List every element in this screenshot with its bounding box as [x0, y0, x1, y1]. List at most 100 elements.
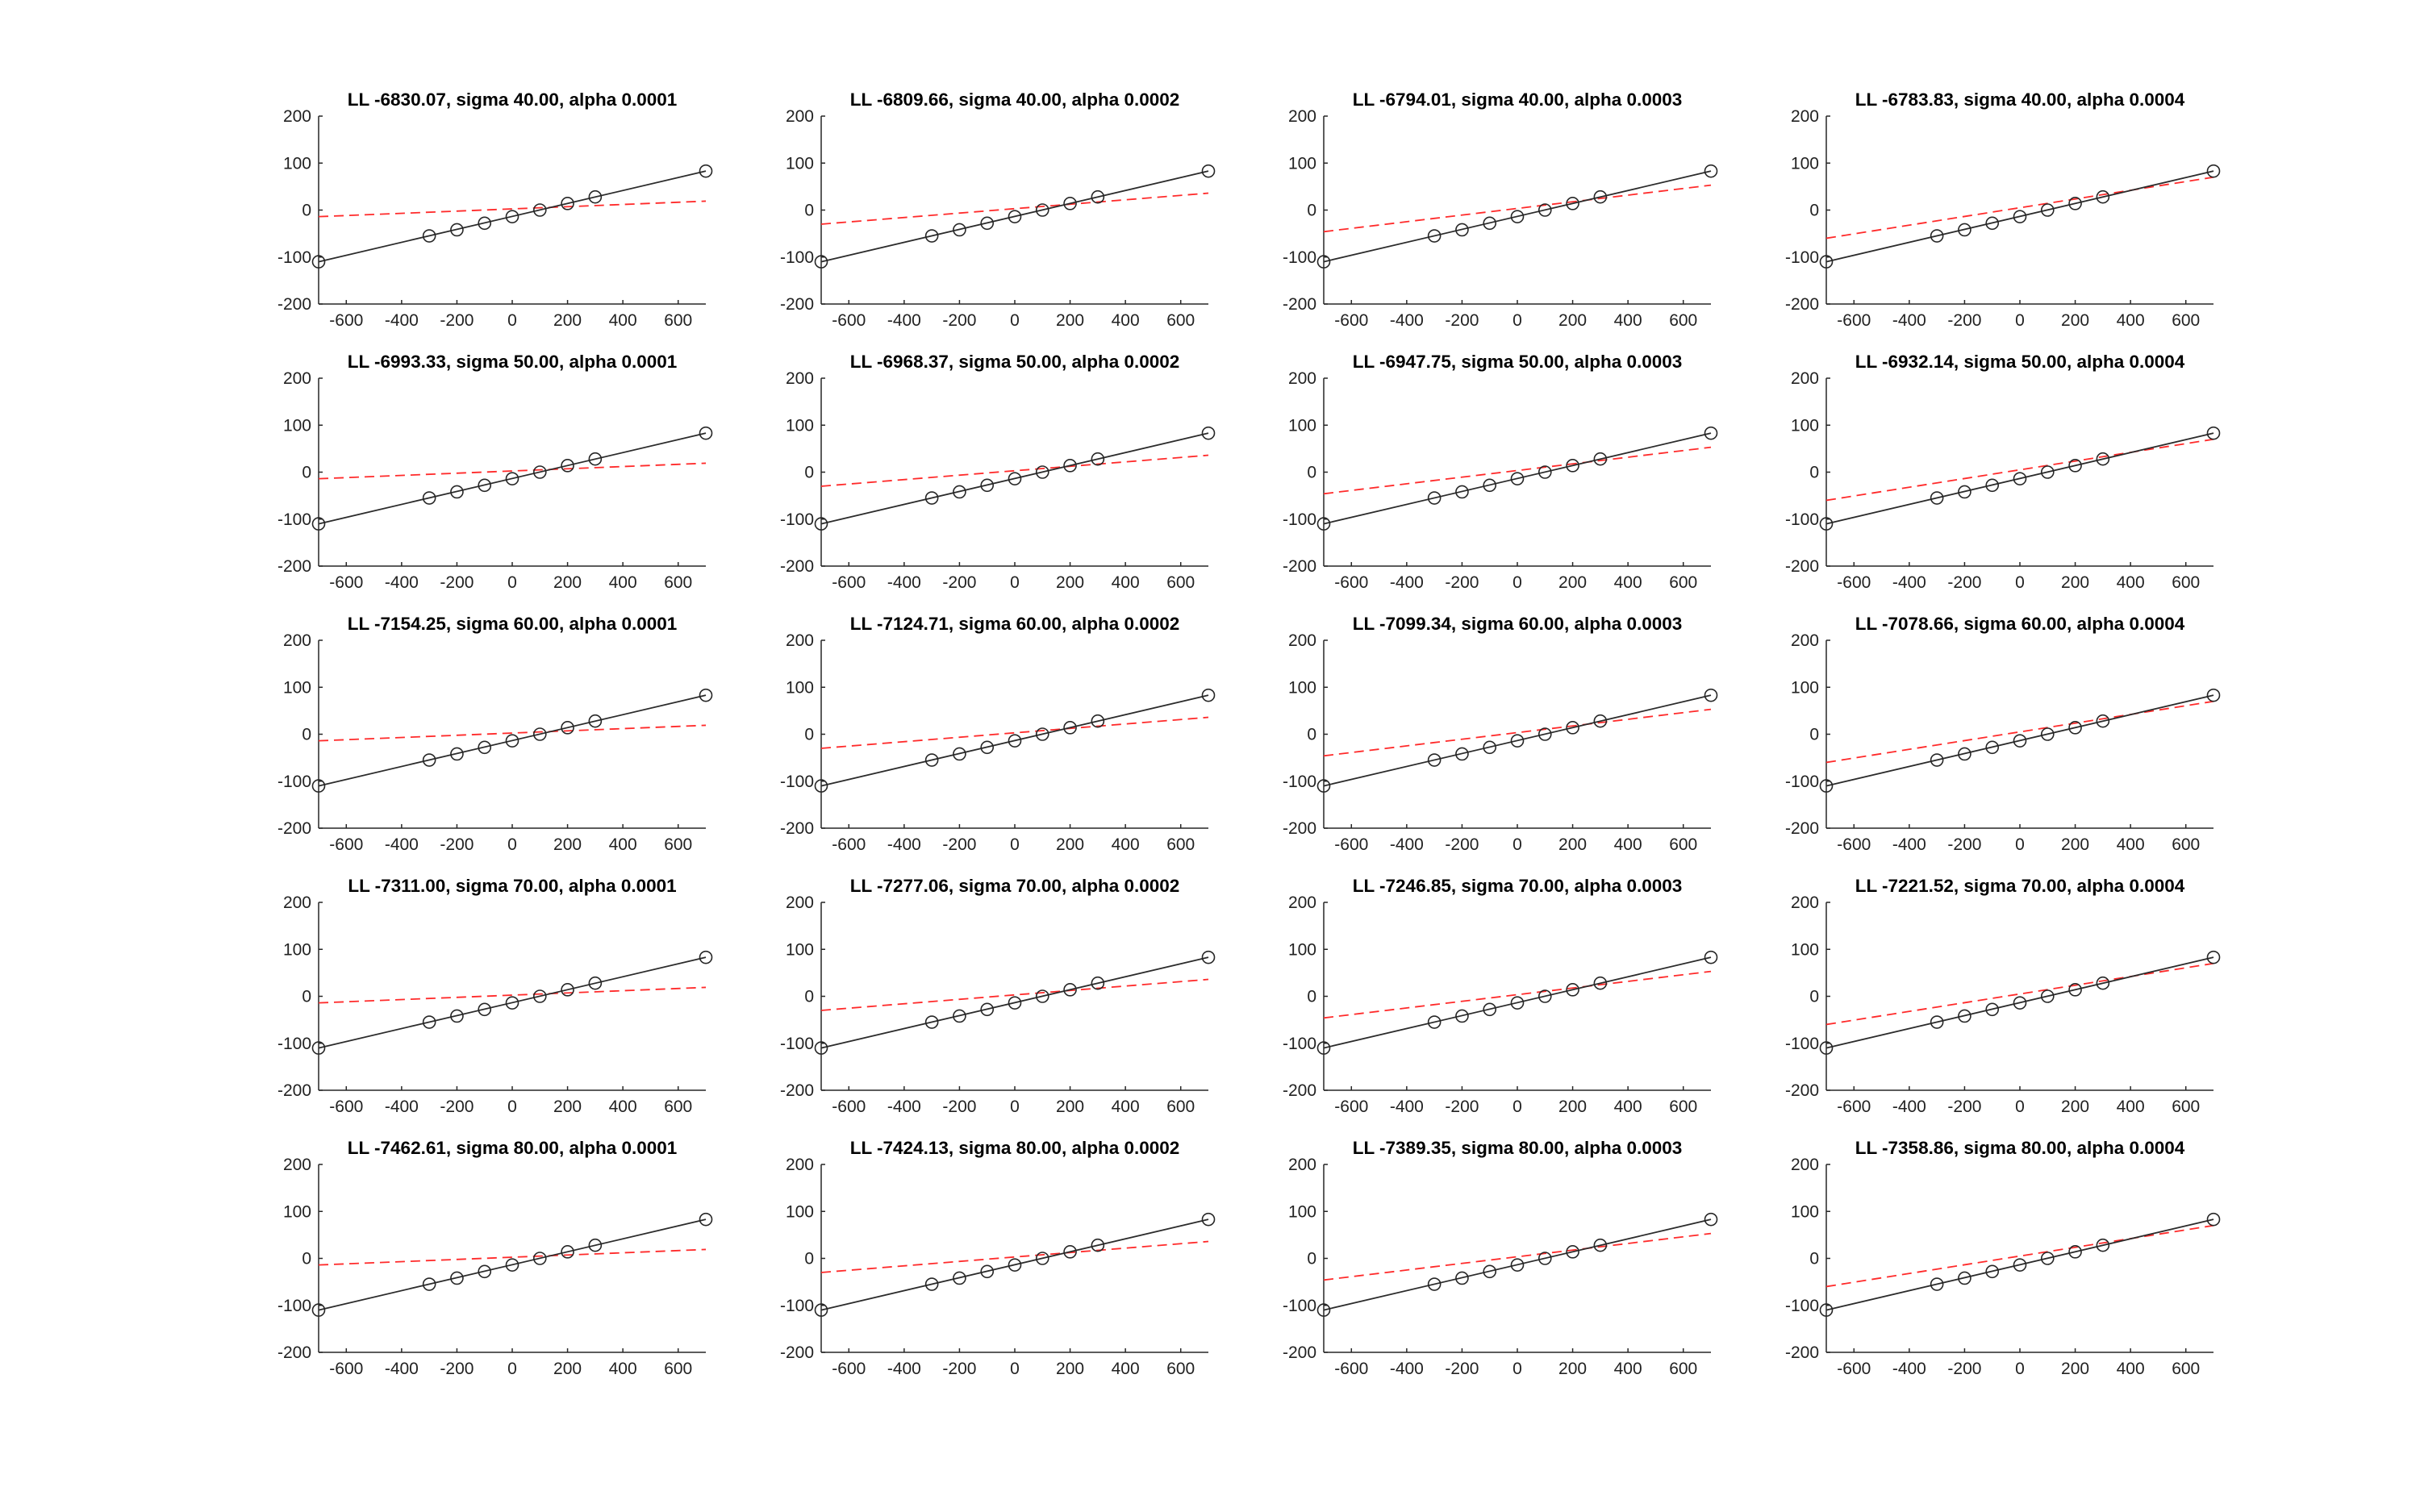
data-point-marker [311, 255, 326, 269]
x-tick-label: 400 [1614, 311, 1642, 330]
data-point-marker [1930, 1277, 1944, 1291]
x-tick-label: 400 [1614, 1360, 1642, 1378]
data-point-marker [2040, 203, 2055, 217]
y-tick-label: -200 [780, 1343, 814, 1362]
data-point-marker [980, 1264, 995, 1279]
y-tick-label: 100 [283, 416, 311, 435]
data-point-marker [924, 1277, 939, 1291]
model-line-dashed-red [1825, 1224, 2214, 1288]
data-point-marker [814, 517, 828, 531]
fit-line-black [1323, 170, 1712, 263]
data-point-marker [532, 1252, 547, 1265]
data-point-marker [2096, 714, 2110, 728]
y-tick-label: -100 [1785, 773, 1819, 791]
x-tick-label: -600 [1837, 311, 1871, 330]
y-tick-label: 0 [804, 464, 814, 482]
y-tick-label: -100 [1785, 1035, 1819, 1053]
y-tick-label: -100 [1283, 773, 1316, 791]
data-point-marker [1091, 190, 1105, 204]
data-point-marker [953, 485, 966, 499]
data-point-marker [1063, 459, 1077, 473]
model-line-dashed-red [318, 462, 707, 480]
x-tick-label: -600 [832, 1360, 866, 1378]
data-point-marker [1091, 1238, 1105, 1252]
x-tick-label: 200 [1056, 573, 1084, 592]
x-tick-label: -600 [1837, 835, 1871, 854]
data-point-marker [478, 740, 492, 755]
data-point-marker [1427, 491, 1442, 505]
y-tick-label: 200 [283, 1156, 311, 1174]
y-tick-label: 100 [1288, 1202, 1316, 1221]
x-tick-label: 600 [1669, 1360, 1697, 1378]
x-tick-label: -400 [1892, 835, 1926, 854]
x-tick-label: 0 [1512, 573, 1522, 592]
y-tick-label: -200 [1283, 557, 1316, 576]
x-tick-label: 0 [1010, 1360, 1020, 1378]
y-tick-label: 100 [1791, 416, 1819, 435]
fit-line-black [318, 432, 707, 525]
data-point-marker [1593, 714, 1608, 728]
x-tick-label: 600 [664, 1098, 692, 1116]
x-tick-label: -600 [329, 1360, 363, 1378]
data-point-marker [2206, 950, 2221, 964]
x-tick-label: -200 [440, 835, 474, 854]
data-point-marker [2040, 727, 2055, 741]
x-tick-label: -400 [1390, 1098, 1424, 1116]
x-tick-label: 400 [609, 1360, 637, 1378]
x-tick-label: 0 [1010, 1098, 1020, 1116]
subplot-title: LL -6932.14, sigma 50.00, alpha 0.0004 [1855, 352, 2185, 372]
data-point-marker [561, 1245, 574, 1259]
data-point-marker [1035, 989, 1049, 1003]
data-point-marker [2206, 688, 2221, 702]
data-point-marker [1483, 478, 1497, 493]
data-point-marker [1538, 727, 1552, 741]
x-tick-label: 0 [507, 573, 517, 592]
data-point-marker [814, 779, 828, 793]
data-point-marker [1035, 1252, 1049, 1265]
data-point-marker [2206, 426, 2221, 440]
model-line-dashed-red [1323, 446, 1712, 495]
data-point-marker [1510, 734, 1525, 748]
data-point-marker [1201, 164, 1216, 178]
x-tick-label: 600 [1166, 1360, 1195, 1378]
subplot-1-3: LL -6794.01, sigma 40.00, alpha 0.0003 -2… [1283, 90, 1718, 330]
y-tick-label: 100 [786, 678, 814, 697]
x-tick-label: 600 [1166, 311, 1195, 330]
y-tick-label: 100 [1791, 154, 1819, 173]
y-tick-label: 100 [1288, 940, 1316, 959]
data-point-marker [1704, 688, 1718, 702]
x-tick-label: -600 [832, 573, 866, 592]
y-tick-label: -100 [1283, 248, 1316, 267]
y-tick-label: 0 [1809, 988, 1819, 1006]
x-tick-label: 400 [1112, 1360, 1140, 1378]
y-tick-label: -100 [277, 1297, 311, 1315]
y-tick-label: 0 [1809, 726, 1819, 744]
x-tick-label: 600 [1166, 1098, 1195, 1116]
data-point-marker [450, 1271, 464, 1285]
fit-line-black [1323, 694, 1712, 787]
data-point-marker [1201, 1212, 1216, 1227]
fit-line-black [1825, 694, 2214, 787]
x-tick-label: -200 [942, 835, 976, 854]
y-tick-label: -100 [1785, 510, 1819, 529]
x-tick-label: -200 [942, 1360, 976, 1378]
data-point-marker [311, 779, 326, 793]
data-point-marker [588, 714, 603, 728]
y-tick-label: 0 [302, 202, 311, 220]
subplot-title: LL -6947.75, sigma 50.00, alpha 0.0003 [1353, 352, 1683, 372]
data-point-marker [1427, 753, 1442, 767]
data-point-marker [1035, 727, 1049, 741]
x-tick-label: 0 [2015, 1098, 2025, 1116]
data-point-marker [1201, 426, 1216, 440]
fit-line-black [1323, 1218, 1712, 1311]
data-point-marker [1008, 1258, 1022, 1272]
data-point-marker [2040, 465, 2055, 479]
y-tick-label: -200 [277, 557, 311, 576]
x-tick-label: 600 [664, 573, 692, 592]
data-point-marker [1593, 976, 1608, 990]
x-tick-label: 0 [507, 311, 517, 330]
y-tick-label: 0 [302, 988, 311, 1006]
data-point-marker [699, 164, 713, 178]
x-tick-label: 600 [1669, 1098, 1697, 1116]
data-point-marker [1566, 197, 1579, 210]
